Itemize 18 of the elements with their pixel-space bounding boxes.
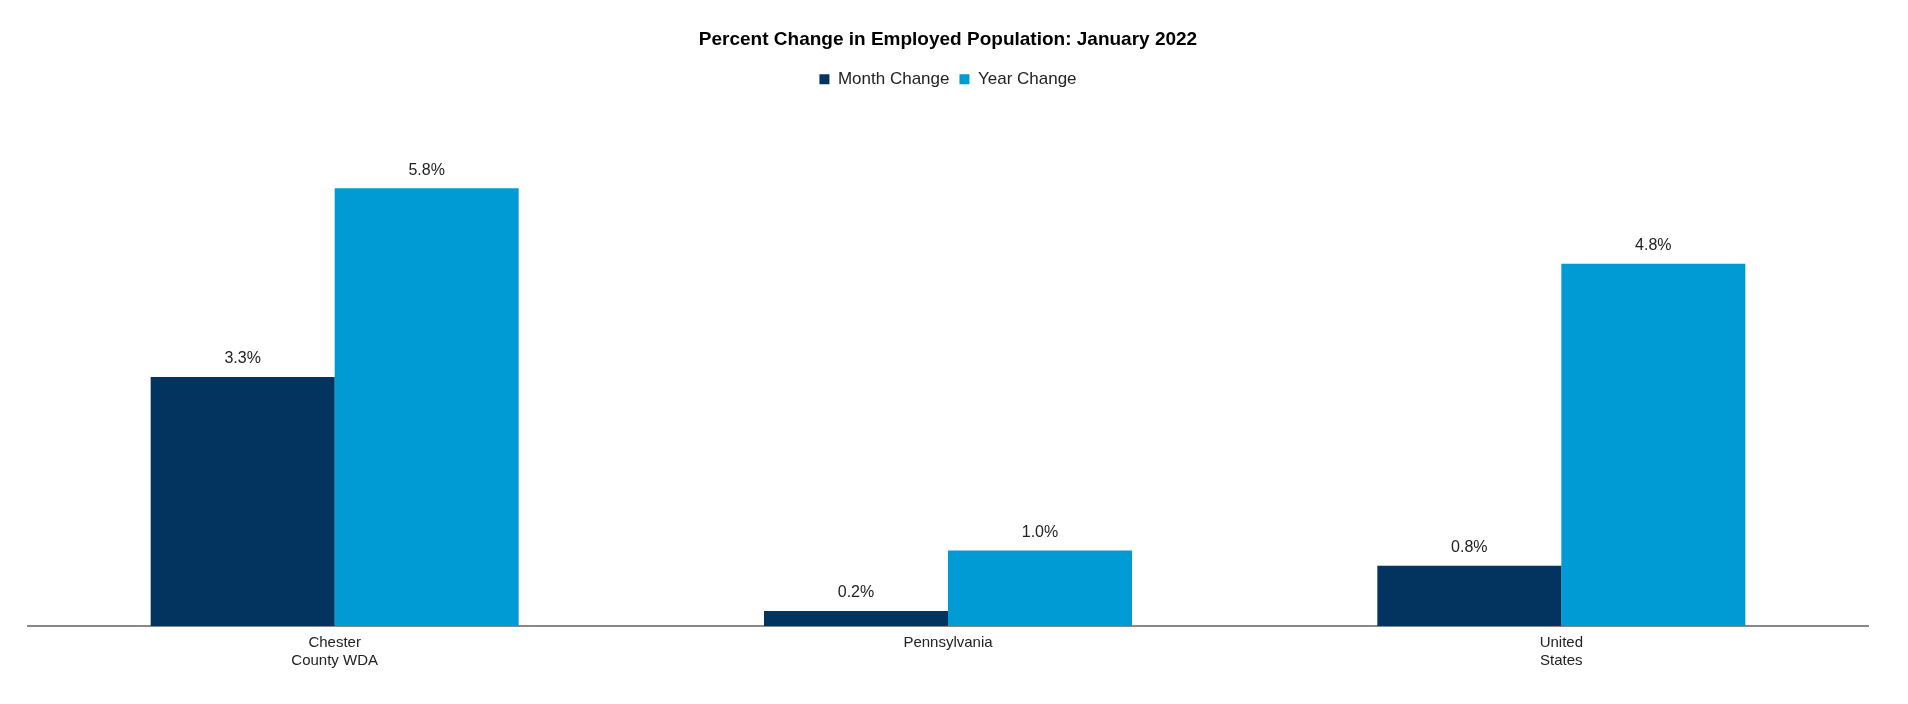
legend-label: Month Change xyxy=(837,68,950,88)
x-tick-label: United States xyxy=(1539,633,1584,669)
data-label: 4.8% xyxy=(1635,236,1672,254)
bar xyxy=(948,550,1132,626)
bar xyxy=(334,188,519,626)
x-tick-label: Pennsylvania xyxy=(903,633,994,651)
data-label: 0.2% xyxy=(837,583,875,601)
bar xyxy=(1377,565,1562,626)
data-label: 5.8% xyxy=(408,160,445,178)
x-tick-label: Chester County WDA xyxy=(291,633,379,669)
data-label: 1.0% xyxy=(1021,522,1059,540)
data-label: 3.3% xyxy=(224,349,261,367)
chart-title: Percent Change in Employed Population: January 2022 xyxy=(698,27,1198,49)
bar xyxy=(764,610,948,626)
bar xyxy=(1561,263,1746,626)
data-label: 0.8% xyxy=(1451,538,1488,556)
bar xyxy=(150,376,335,626)
legend-label: Year Change xyxy=(977,68,1077,88)
